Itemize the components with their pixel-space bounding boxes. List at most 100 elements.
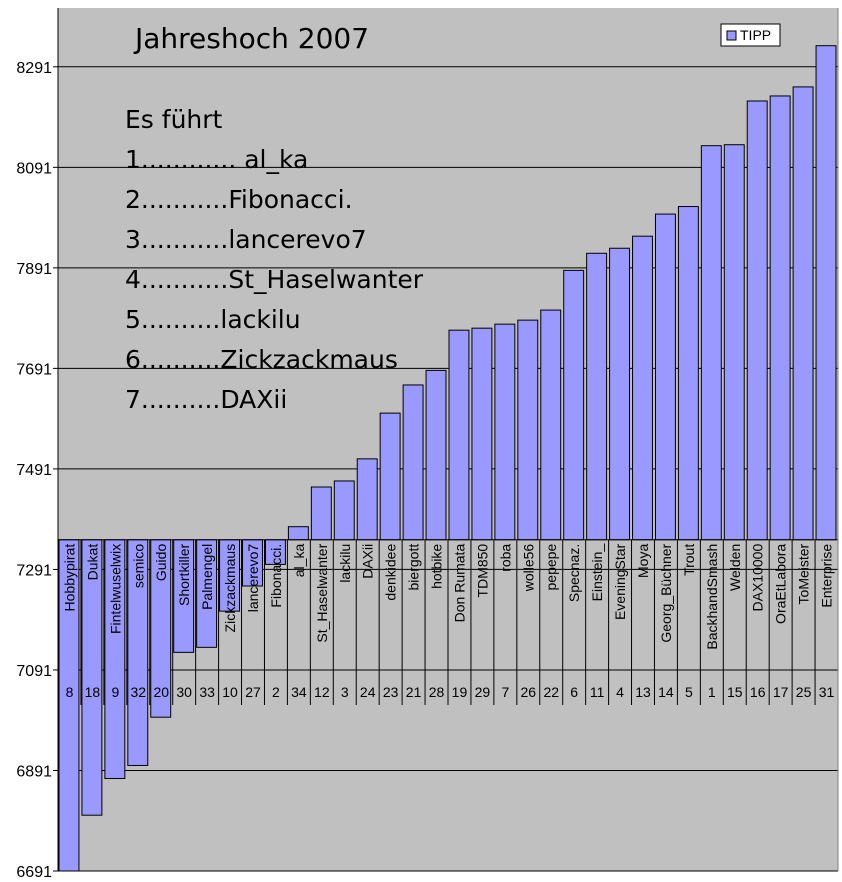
rank-label: 18 [85, 684, 101, 700]
bar [425, 369, 447, 541]
rank-label: 29 [475, 684, 491, 700]
rank-label: 25 [796, 684, 812, 700]
bar [448, 329, 470, 541]
rank-label: 5 [685, 684, 693, 700]
annotation-line: 6..........Zickzackmaus [125, 345, 398, 374]
rank-label: 13 [635, 684, 651, 700]
category-label: Zickzackmaus [222, 544, 238, 633]
bar [356, 458, 378, 541]
legend-swatch [726, 30, 737, 41]
y-tick-label: 7291 [16, 562, 52, 579]
rank-label: 4 [616, 684, 624, 700]
rank-label: 21 [406, 684, 422, 700]
rank-label: 12 [314, 684, 330, 700]
bar [632, 235, 653, 541]
rank-label: 24 [360, 684, 376, 700]
rank-label: 11 [590, 684, 605, 700]
legend-label: TIPP [740, 27, 771, 43]
rank-label: 6 [570, 684, 578, 700]
bar [769, 95, 791, 541]
category-label: lackilu [337, 544, 353, 583]
bar [287, 526, 309, 541]
rank-label: 14 [658, 684, 674, 700]
bar [792, 86, 814, 541]
rank-label: 17 [773, 684, 789, 700]
y-tick-label: 7091 [16, 663, 52, 680]
rank-label: 34 [291, 684, 307, 700]
rank-label: 26 [521, 684, 537, 700]
category-label: wolle56 [520, 544, 536, 593]
rank-label: 15 [727, 684, 743, 700]
category-label: BackhandSmash [704, 544, 720, 650]
category-label: biergott [406, 544, 422, 591]
rank-label: 16 [750, 684, 766, 700]
category-label: DAX10000 [750, 544, 766, 612]
rank-label: 28 [429, 684, 445, 700]
category-label: Welden [727, 544, 743, 591]
category-label: Don Rumata [451, 544, 467, 623]
bar [723, 144, 745, 541]
category-label: Palmengel [199, 544, 215, 610]
annotation-line: 7..........DAXii [125, 385, 287, 414]
category-label: semico [130, 544, 146, 589]
bar [586, 252, 608, 541]
bar [540, 309, 562, 541]
category-label: denkidee [383, 544, 399, 601]
bar [654, 213, 676, 541]
bar [333, 480, 355, 541]
category-label: Enterprise [819, 544, 835, 608]
bar [517, 319, 539, 541]
y-tick-label: 7891 [16, 261, 52, 278]
rank-label: 31 [819, 684, 835, 700]
category-label: lancerevo7 [245, 544, 261, 613]
bar [677, 206, 699, 541]
rank-label: 22 [543, 684, 559, 700]
bar [563, 269, 585, 541]
rank-label: 20 [153, 684, 169, 700]
category-label: EveningStar [612, 543, 628, 620]
rank-label: 27 [245, 684, 261, 700]
y-tick-label: 7491 [16, 462, 52, 479]
y-tick-label: 7691 [16, 361, 52, 378]
bar [494, 323, 516, 541]
y-tick-label: 8291 [16, 60, 52, 77]
category-label: Georg_Büchner [658, 543, 674, 642]
bar [310, 486, 332, 541]
bar [609, 247, 631, 541]
category-label: Guido [153, 544, 169, 582]
rank-label: 9 [111, 684, 119, 700]
category-label: Hobbypirat [61, 544, 77, 612]
rank-label: 7 [501, 684, 509, 700]
category-label: hotbike [429, 544, 445, 589]
bar [379, 412, 401, 541]
annotation-line: 2...........Fibonacci. [125, 185, 353, 214]
y-tick-label: 6891 [16, 763, 52, 780]
rank-label: 10 [222, 684, 238, 700]
category-label: ToMeister [796, 543, 812, 604]
category-label: Dukat [84, 544, 100, 581]
category-label: St_Haselwanter [314, 543, 330, 642]
annotation-heading: Es führt [125, 105, 223, 134]
category-label: Moya [635, 544, 651, 578]
bar [815, 45, 837, 541]
rank-label: 3 [341, 684, 349, 700]
rank-label: 1 [708, 684, 716, 700]
annotation-line: 1............ al_ka [125, 145, 308, 174]
category-label: Fintelwuselwix [107, 544, 123, 634]
bar [746, 100, 768, 541]
category-label: Einstein_ [589, 544, 605, 602]
category-label: Specnaz. [566, 544, 582, 602]
rank-label: 19 [452, 684, 468, 700]
bar [471, 327, 493, 541]
rank-label: 32 [131, 684, 147, 700]
annotation-line: 5..........lackilu [125, 305, 301, 334]
category-label: roba [497, 544, 513, 572]
y-tick-label: 6691 [16, 864, 52, 881]
y-tick-label: 8091 [16, 160, 52, 177]
rank-label: 2 [272, 684, 280, 700]
rank-label: 33 [199, 684, 215, 700]
chart-title: Jahreshoch 2007 [133, 22, 369, 55]
category-label: pepepe [543, 544, 559, 591]
category-label: OraEtLabora [773, 544, 789, 624]
